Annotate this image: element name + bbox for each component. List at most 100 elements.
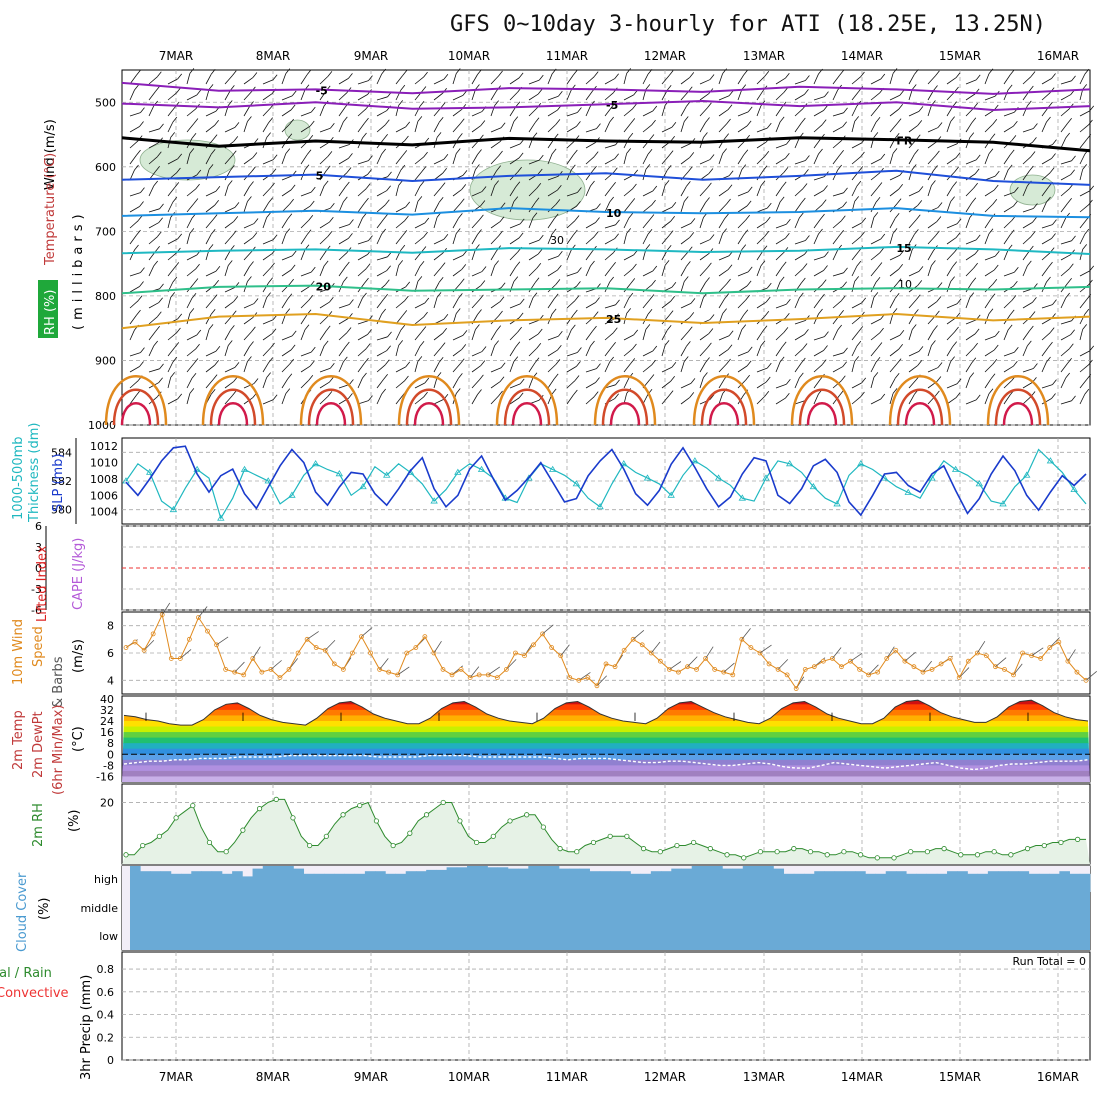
wind-barb bbox=[281, 175, 293, 181]
wind-barb-feather bbox=[327, 391, 333, 397]
wind-barb bbox=[281, 218, 289, 229]
wind-barb bbox=[794, 80, 806, 85]
wind-barb bbox=[471, 299, 480, 309]
wind-barb-feather bbox=[438, 357, 444, 363]
wind-barb bbox=[984, 95, 996, 101]
pressure-tick: 800 bbox=[95, 290, 116, 303]
wind-barb bbox=[965, 202, 973, 213]
wind-barb bbox=[300, 234, 308, 245]
wind-barb bbox=[414, 121, 419, 133]
cloud-high-bar bbox=[232, 871, 243, 892]
rh-point bbox=[757, 849, 764, 855]
wind-barb bbox=[870, 267, 879, 277]
wind-barb bbox=[376, 378, 384, 389]
slp-tick: 1006 bbox=[90, 489, 118, 502]
wind-barb-feather bbox=[424, 137, 430, 144]
wind-barb-feather bbox=[896, 118, 902, 124]
wind-barb-feather bbox=[519, 218, 525, 225]
wind-barb-feather bbox=[854, 276, 860, 282]
wind-barb-feather bbox=[455, 308, 461, 314]
wind-barb-feather bbox=[805, 155, 810, 161]
wind-barb bbox=[756, 207, 768, 213]
wind-barb bbox=[1079, 204, 1089, 213]
wind-barb bbox=[699, 377, 704, 389]
cloud-high-bar bbox=[497, 867, 509, 892]
wind-barb bbox=[414, 331, 423, 341]
wind-barb bbox=[794, 94, 805, 101]
wind-barb-feather bbox=[247, 116, 252, 122]
wind-barb bbox=[775, 332, 785, 341]
rh-point bbox=[640, 846, 647, 852]
wind-barb bbox=[129, 234, 137, 245]
wind-barb bbox=[281, 298, 289, 309]
wind-barb-feather bbox=[459, 278, 465, 284]
wind-barb-feather bbox=[383, 373, 388, 380]
wind-barb bbox=[1003, 154, 1011, 165]
isotherm-label: 10 bbox=[606, 207, 622, 220]
wind-barb bbox=[585, 128, 597, 133]
temp-band bbox=[122, 732, 1090, 739]
wind-barb bbox=[167, 78, 178, 85]
wind-barb bbox=[889, 233, 894, 245]
wind-barb bbox=[452, 255, 464, 261]
wind-barb bbox=[699, 282, 706, 293]
wind-barb bbox=[661, 105, 666, 117]
wind-barb bbox=[623, 217, 630, 229]
wind-barb bbox=[205, 110, 217, 117]
wind-barb-feather bbox=[824, 91, 829, 97]
wind-barb bbox=[1003, 169, 1009, 181]
wind-barb-feather bbox=[898, 344, 903, 350]
wind-barb-feather bbox=[571, 164, 576, 171]
wind-barb-feather bbox=[210, 149, 216, 155]
wind-barb bbox=[452, 189, 463, 197]
wind-barb-feather bbox=[670, 376, 675, 382]
date-label-top: 14MAR bbox=[841, 49, 883, 63]
wind-barb bbox=[490, 90, 498, 101]
wind-barb-feather bbox=[1067, 117, 1072, 124]
wind-barb bbox=[1079, 350, 1090, 357]
wind-barb-feather bbox=[537, 328, 543, 335]
wind-barb bbox=[585, 396, 595, 405]
series-thickness bbox=[125, 448, 1087, 520]
wind-barb bbox=[927, 141, 938, 149]
wind-barb bbox=[148, 330, 156, 341]
wind-barb-feather bbox=[686, 261, 691, 267]
wind-barb-feather bbox=[743, 229, 749, 235]
wind-barb-feather bbox=[666, 325, 672, 331]
wind-barb-feather bbox=[914, 149, 919, 155]
wind-barb-feather bbox=[177, 233, 183, 240]
wind-barb bbox=[319, 265, 325, 277]
wind-barb-feather bbox=[626, 68, 632, 74]
temp-band bbox=[122, 720, 1090, 728]
wind-barb bbox=[794, 240, 806, 245]
date-label-bottom: 13MAR bbox=[743, 1070, 785, 1084]
wind-barb-feather bbox=[956, 298, 962, 304]
date-label-bottom: 9MAR bbox=[354, 1070, 389, 1084]
rh-point bbox=[874, 855, 880, 861]
wind-barb bbox=[414, 156, 424, 165]
wind-barb bbox=[1003, 220, 1013, 229]
wind-barb bbox=[813, 350, 824, 357]
wind-barb bbox=[585, 382, 596, 389]
wind-barb bbox=[528, 93, 539, 101]
wind-barb bbox=[262, 399, 274, 405]
wind-barb bbox=[414, 222, 425, 229]
wind-barb bbox=[680, 77, 691, 85]
wind-barb-feather bbox=[818, 148, 823, 155]
wind-barb-feather bbox=[233, 296, 239, 302]
wind-barb-feather bbox=[842, 281, 847, 287]
wind-barb bbox=[1060, 108, 1070, 117]
wind-barb-feather bbox=[1052, 219, 1057, 225]
wind-barb-feather bbox=[189, 388, 195, 394]
wind-barb bbox=[737, 365, 748, 373]
wind-barb-10m bbox=[958, 667, 970, 678]
wind-barb bbox=[414, 316, 424, 325]
wind-barb-10m bbox=[904, 651, 916, 662]
wind-barb-feather bbox=[915, 214, 921, 220]
wind-barb bbox=[319, 105, 325, 117]
wind-barb-feather bbox=[880, 73, 886, 80]
wind-barb bbox=[756, 301, 767, 309]
wind-barb bbox=[604, 346, 612, 357]
wind-barb-feather bbox=[955, 232, 961, 238]
wind-barb-feather bbox=[1082, 164, 1088, 170]
